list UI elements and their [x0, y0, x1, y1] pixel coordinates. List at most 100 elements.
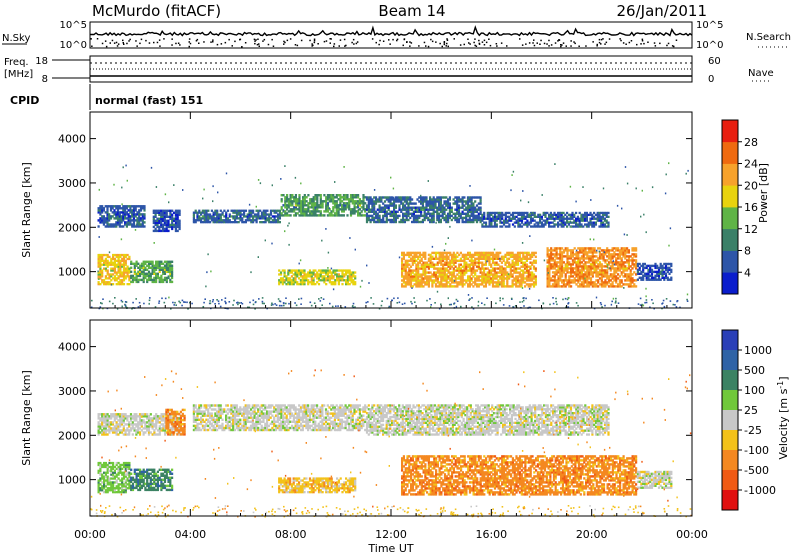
- heatmap-cell: [539, 214, 541, 216]
- noise-search-point: [171, 44, 173, 46]
- heatmap-cell: [128, 283, 130, 285]
- heatmap-cell: [229, 301, 231, 303]
- noise-search-point: [379, 40, 381, 42]
- heatmap-cell: [580, 223, 582, 225]
- noise-search-point: [123, 42, 125, 44]
- noise-search-point: [668, 43, 670, 45]
- heatmap-cell: [221, 299, 223, 301]
- heatmap-cell: [635, 247, 637, 249]
- heatmap-cell: [535, 260, 537, 262]
- heatmap-cell: [212, 301, 214, 303]
- heatmap-cell: [562, 299, 564, 301]
- heatmap-cell: [310, 302, 312, 304]
- noise-search-point: [171, 38, 173, 40]
- noise-search-point: [623, 42, 625, 44]
- noise-search-point: [91, 46, 93, 48]
- heatmap-cell: [158, 218, 160, 220]
- noise-search-point: [311, 43, 313, 45]
- noise-search-point: [189, 38, 191, 40]
- noise-sky-trace: [90, 27, 692, 35]
- heatmap-cell: [158, 210, 160, 212]
- heatmap-cell: [386, 204, 388, 206]
- heatmap-cell: [252, 210, 254, 212]
- noise-search-point: [376, 42, 378, 44]
- noise-search-dots: [90, 38, 677, 48]
- heatmap-cell: [173, 212, 175, 214]
- noise-search-point: [232, 45, 234, 47]
- heatmap-cell: [364, 202, 366, 204]
- heatmap-cell: [175, 304, 177, 306]
- heatmap-cell: [486, 297, 488, 299]
- heatmap-cell: [108, 256, 110, 258]
- noise-search-point: [533, 39, 535, 41]
- noise-search-point: [446, 43, 448, 45]
- noise-search-point: [490, 45, 492, 47]
- heatmap-cell: [143, 213, 145, 215]
- heatmap-cell: [143, 209, 145, 211]
- heatmap-cell: [674, 304, 676, 306]
- heatmap-cell: [426, 300, 428, 302]
- heatmap-cell: [574, 247, 576, 249]
- noise-search-point: [116, 42, 118, 44]
- heatmap-cell: [334, 181, 335, 183]
- noise-search-point: [225, 42, 227, 44]
- heatmap-cell: [621, 279, 623, 281]
- heatmap-cell: [112, 283, 114, 285]
- heatmap-cell: [387, 298, 389, 300]
- heatmap-cell: [600, 302, 602, 304]
- noise-search-point: [597, 44, 599, 46]
- noise-left-tick-bottom: 10^0: [60, 40, 87, 51]
- noise-search-point: [178, 43, 180, 45]
- heatmap-cell: [288, 270, 289, 272]
- heatmap-cell: [335, 305, 337, 307]
- noise-search-point: [560, 46, 562, 48]
- heatmap-cell: [425, 196, 427, 198]
- heatmap-cell: [181, 305, 183, 307]
- heatmap-cell: [530, 222, 532, 224]
- heatmap-cell: [379, 204, 381, 206]
- heatmap-cell: [502, 298, 504, 300]
- noise-search-point: [102, 43, 104, 45]
- heatmap-cell: [556, 261, 558, 263]
- heatmap-cell: [607, 225, 609, 227]
- heatmap-cell: [508, 273, 509, 275]
- heatmap-cell: [349, 237, 350, 239]
- noise-search-point: [563, 42, 565, 44]
- heatmap-cell: [450, 304, 452, 306]
- noise-search-point: [631, 40, 633, 42]
- noise-search-point: [255, 39, 256, 41]
- heatmap-cell: [167, 216, 169, 218]
- noise-search-point: [578, 46, 580, 48]
- heatmap-cell: [434, 302, 436, 304]
- heatmap-cell: [686, 173, 687, 175]
- heatmap-cell: [668, 245, 669, 247]
- noise-search-point: [284, 42, 286, 44]
- heatmap-cell: [291, 194, 293, 196]
- heatmap-cell: [101, 303, 103, 305]
- noise-search-point: [619, 38, 621, 40]
- heatmap-cell: [499, 297, 501, 299]
- heatmap-cell: [670, 269, 672, 271]
- heatmap-cell: [454, 280, 455, 282]
- heatmap-cell: [313, 277, 315, 279]
- noise-search-point: [557, 40, 559, 42]
- noise-search-point: [403, 45, 405, 47]
- heatmap-cell: [329, 303, 331, 305]
- noise-search-point: [153, 42, 155, 44]
- heatmap-cell: [164, 228, 166, 230]
- noise-search-point: [314, 39, 316, 41]
- heatmap-cell: [311, 305, 313, 307]
- heatmap-cell: [595, 222, 597, 224]
- heatmap-cell: [663, 300, 665, 302]
- noise-search-point: [234, 41, 236, 43]
- noise-search-point: [676, 40, 678, 42]
- heatmap-cell: [253, 300, 255, 302]
- heatmap-cell: [628, 249, 630, 251]
- noise-search-point: [620, 40, 622, 42]
- heatmap-cell: [220, 306, 222, 308]
- heatmap-cell: [535, 256, 537, 258]
- heatmap-cell: [553, 303, 555, 305]
- heatmap-cell: [130, 267, 132, 269]
- heatmap-cell: [101, 279, 103, 281]
- noise-search-point: [501, 42, 503, 44]
